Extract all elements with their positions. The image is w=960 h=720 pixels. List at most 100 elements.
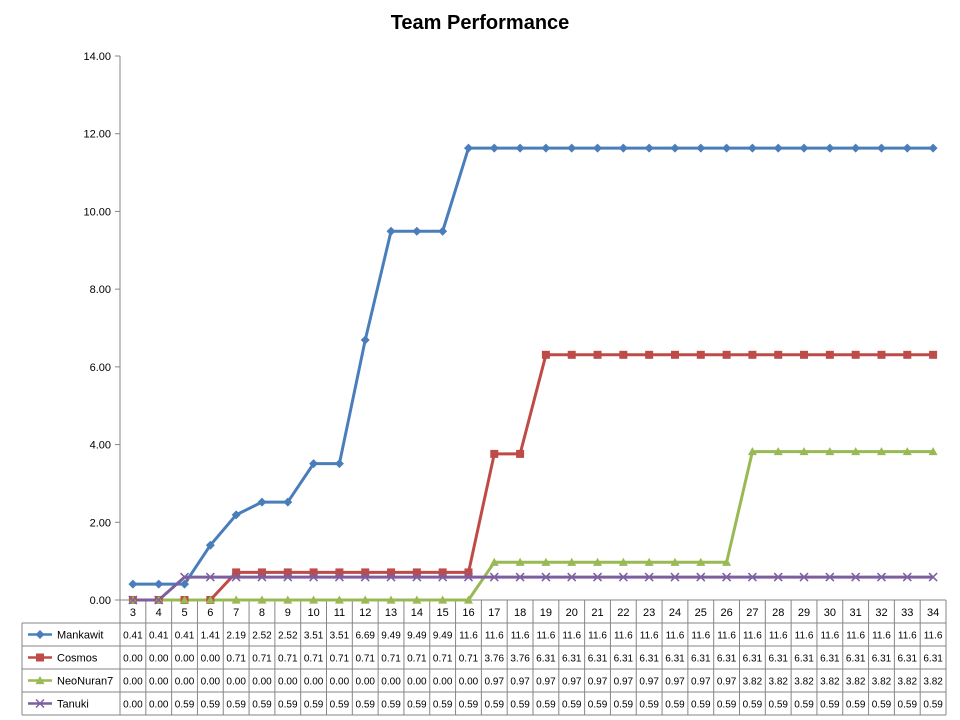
data-point [902,143,912,153]
legend-label: Tanuki [57,699,89,711]
data-label: 0.00 [123,654,143,665]
data-point [360,595,370,604]
data-point [412,568,421,577]
x-tick-label: 33 [901,607,913,619]
data-label: 6.31 [588,654,608,665]
data-label: 0.59 [898,700,918,711]
data-label: 11.6 [743,631,762,642]
data-label: 11.6 [485,631,504,642]
data-point [386,572,396,582]
data-label: 11.6 [769,631,788,642]
x-tick-label: 16 [462,607,474,619]
data-label: 9.49 [433,631,453,642]
data-label: 0.59 [536,700,556,711]
data-label: 0.41 [149,631,169,642]
x-tick-label: 18 [514,607,526,619]
data-point [180,579,190,589]
data-label: 0.59 [588,700,608,711]
data-point [696,557,706,566]
data-label: 0.00 [304,677,324,688]
data-label: 11.6 [872,631,891,642]
data-point [180,595,190,604]
x-tick-label: 5 [181,607,187,619]
data-point [438,572,448,582]
data-label: 0.59 [691,700,711,711]
legend-marker [35,698,45,709]
data-label: 0.71 [355,654,375,665]
data-point [851,572,861,582]
data-point [283,568,292,577]
data-point [283,497,293,507]
y-tick-label: 2.00 [90,517,111,529]
data-label: 11.6 [846,631,865,642]
data-label: 3.51 [304,631,324,642]
data-point [902,572,912,582]
data-point [618,557,628,566]
data-point [825,572,835,582]
data-label: 0.71 [226,654,246,665]
data-label: 0.97 [485,677,505,688]
data-label: 0.59 [407,700,427,711]
data-label: 0.59 [175,700,195,711]
data-label: 0.59 [794,700,814,711]
x-tick-label: 21 [591,607,603,619]
data-label: 11.6 [640,631,659,642]
data-point [722,557,732,566]
x-tick-label: 29 [798,607,810,619]
series-line [132,146,934,586]
data-label: 3.51 [330,631,350,642]
data-point [670,143,680,153]
x-tick-label: 15 [437,607,449,619]
data-label: 0.59 [304,700,324,711]
data-label: 11.6 [537,631,556,642]
data-point [722,572,732,582]
data-label: 6.31 [923,654,943,665]
data-point [903,350,912,359]
data-point [644,143,654,153]
x-tick-label: 8 [259,607,265,619]
data-point [747,143,757,153]
data-point [205,540,215,550]
data-label: 0.00 [355,677,375,688]
data-point [335,568,344,577]
data-point [463,143,473,153]
data-label: 0.59 [330,700,350,711]
data-point [386,226,396,236]
data-label: 0.71 [304,654,324,665]
data-label: 0.00 [226,677,246,688]
series-line [132,575,934,602]
data-label: 0.59 [278,700,298,711]
x-tick-label: 3 [130,607,136,619]
data-point [412,572,422,582]
data-label: 0.00 [175,654,195,665]
data-point [128,579,138,589]
data-label: 6.31 [794,654,814,665]
data-label: 6.31 [639,654,659,665]
data-point [876,143,886,153]
data-label: 3.76 [485,654,505,665]
data-label: 2.52 [278,631,298,642]
data-label: 6.31 [536,654,556,665]
data-label: 0.71 [381,654,401,665]
data-point [231,572,241,582]
data-label: 6.31 [614,654,634,665]
data-label: 0.59 [614,700,634,711]
data-label: 6.31 [562,654,582,665]
data-point [696,572,706,582]
data-label: 11.6 [691,631,710,642]
data-point [593,572,603,582]
data-label: 0.00 [278,677,298,688]
data-label: 9.49 [407,631,427,642]
data-point [489,572,499,582]
data-point [748,350,757,359]
y-tick-label: 10.00 [83,206,111,218]
data-point [464,568,473,577]
data-label: 2.52 [252,631,272,642]
data-point [128,595,138,605]
data-label: 11.6 [898,631,917,642]
data-point [851,143,861,153]
x-tick-label: 19 [540,607,552,619]
x-tick-label: 30 [824,607,836,619]
data-label: 0.97 [510,677,530,688]
